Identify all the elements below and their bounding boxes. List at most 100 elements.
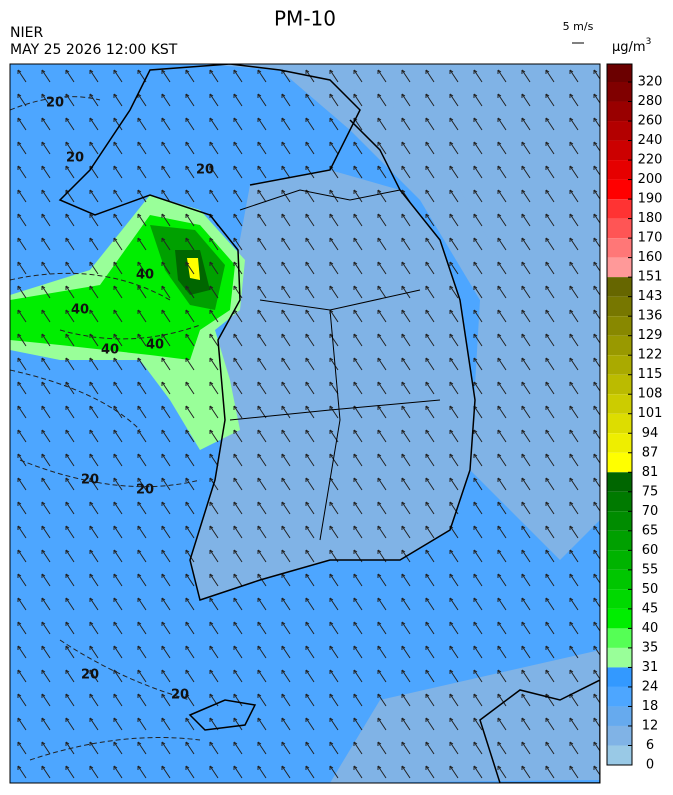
- colorbar-swatch: [607, 589, 632, 609]
- jeju-island: [188, 699, 257, 731]
- contour-label: 20: [196, 163, 214, 178]
- colorbar-label: 75: [642, 484, 659, 499]
- colorbar-label: 70: [642, 504, 659, 519]
- contour-label: 20: [81, 668, 99, 683]
- colorbar-label: 87: [642, 445, 659, 460]
- colorbar-swatch: [607, 569, 632, 590]
- colorbar: 3202802602402202001901801701601511431361…: [606, 63, 663, 773]
- colorbar-swatch: [607, 64, 632, 82]
- colorbar-swatch: [607, 238, 632, 258]
- colorbar-label: 190: [638, 192, 663, 207]
- colorbar-swatch: [607, 257, 632, 278]
- colorbar-label: 170: [638, 231, 663, 246]
- colorbar-label: 101: [638, 406, 663, 421]
- unit: µg/m: [612, 40, 646, 55]
- colorbar-swatch: [607, 725, 632, 746]
- colorbar-label: 260: [638, 114, 663, 129]
- colorbar-swatch: [607, 491, 632, 512]
- colorbar-swatch: [607, 452, 632, 473]
- contour-label: 40: [101, 343, 119, 358]
- colorbar-swatch: [607, 82, 632, 102]
- colorbar-label: 122: [638, 348, 663, 363]
- colorbar-swatch: [607, 355, 632, 375]
- colorbar-label: 40: [642, 621, 659, 636]
- colorbar-label: 129: [638, 328, 663, 343]
- colorbar-label: 151: [638, 270, 663, 285]
- contour-label: 20: [81, 473, 99, 488]
- colorbar-swatch: [607, 647, 632, 668]
- colorbar-swatch: [607, 550, 632, 570]
- unit-exponent: 3: [646, 37, 652, 47]
- colorbar-label: 12: [642, 718, 659, 733]
- colorbar-swatch: [607, 121, 632, 141]
- colorbar-swatch: [607, 413, 632, 434]
- colorbar-swatch: [607, 199, 632, 219]
- colorbar-swatch: [607, 472, 632, 492]
- coastline: [58, 64, 476, 601]
- colorbar-label: 160: [638, 250, 663, 265]
- japan-coast: [479, 679, 600, 783]
- colorbar-swatch: [607, 706, 632, 726]
- colorbar-label: 0: [646, 758, 654, 773]
- colorbar-label: 6: [646, 738, 654, 753]
- colorbar-frame: [606, 63, 633, 766]
- province-borders: [229, 189, 441, 541]
- agency: NIER: [10, 25, 43, 41]
- colorbar-label: 143: [638, 289, 663, 304]
- colorbar-label: 60: [642, 543, 659, 558]
- colorbar-swatch: [607, 745, 632, 765]
- wind-scale-label: 5 m/s: [563, 20, 594, 33]
- contour-label: 20: [46, 96, 64, 111]
- colorbar-label: 280: [638, 94, 663, 109]
- contour-lines: [10, 96, 201, 761]
- colorbar-label: 94: [642, 426, 659, 441]
- colorbar-label: 240: [638, 133, 663, 148]
- colorbar-swatch: [607, 511, 632, 531]
- colorbar-swatch: [607, 433, 632, 453]
- colorbar-swatch: [607, 179, 632, 200]
- colorbar-swatch: [607, 374, 632, 395]
- colorbar-label: 180: [638, 211, 663, 226]
- wind-arrows: [10, 64, 600, 783]
- contour-label: 40: [136, 268, 154, 283]
- colorbar-label: 18: [642, 699, 659, 714]
- colorbar-label: 55: [642, 562, 659, 577]
- colorbar-label: 320: [638, 75, 663, 90]
- contour-label: 20: [171, 688, 189, 703]
- colorbar-label: 65: [642, 523, 659, 538]
- colorbar-label: 24: [642, 679, 659, 694]
- colorbar-label: 108: [638, 387, 663, 402]
- colorbar-label: 31: [642, 660, 659, 675]
- contour-label: 40: [146, 338, 164, 353]
- colorbar-swatch: [607, 335, 632, 356]
- colorbar-label: 35: [642, 640, 659, 655]
- contour-labels: 20 20 20 40 40 40 40 20 20 20 20: [46, 96, 214, 703]
- colorbar-swatch: [607, 686, 632, 707]
- colorbar-swatch: [607, 160, 632, 180]
- title: PM-10: [274, 7, 336, 31]
- colorbar-swatch: [607, 140, 632, 161]
- colorbar-label: 45: [642, 601, 659, 616]
- colorbar-label: 50: [642, 582, 659, 597]
- contour-label: 20: [136, 483, 154, 498]
- colorbar-swatch: [607, 530, 632, 551]
- colorbar-swatch: [607, 316, 632, 336]
- colorbar-label: 115: [638, 367, 663, 382]
- colorbar-swatch: [607, 394, 632, 414]
- colorbar-swatch: [607, 101, 632, 122]
- contour-label: 20: [66, 151, 84, 166]
- colorbar-label: 136: [638, 309, 663, 324]
- colorbar-swatch: [607, 628, 632, 648]
- colorbar-swatch: [607, 218, 632, 239]
- timestamp: MAY 25 2026 12:00 KST: [10, 42, 178, 58]
- contour-label: 40: [71, 303, 89, 318]
- colorbar-swatch: [607, 608, 632, 629]
- colorbar-label: 220: [638, 153, 663, 168]
- colorbar-label: 200: [638, 172, 663, 187]
- colorbar-swatch: [607, 667, 632, 687]
- unit-label: µg/m3: [612, 37, 651, 55]
- colorbar-swatch: [607, 296, 632, 317]
- map-frame: [9, 63, 601, 784]
- colorbar-label: 81: [642, 465, 659, 480]
